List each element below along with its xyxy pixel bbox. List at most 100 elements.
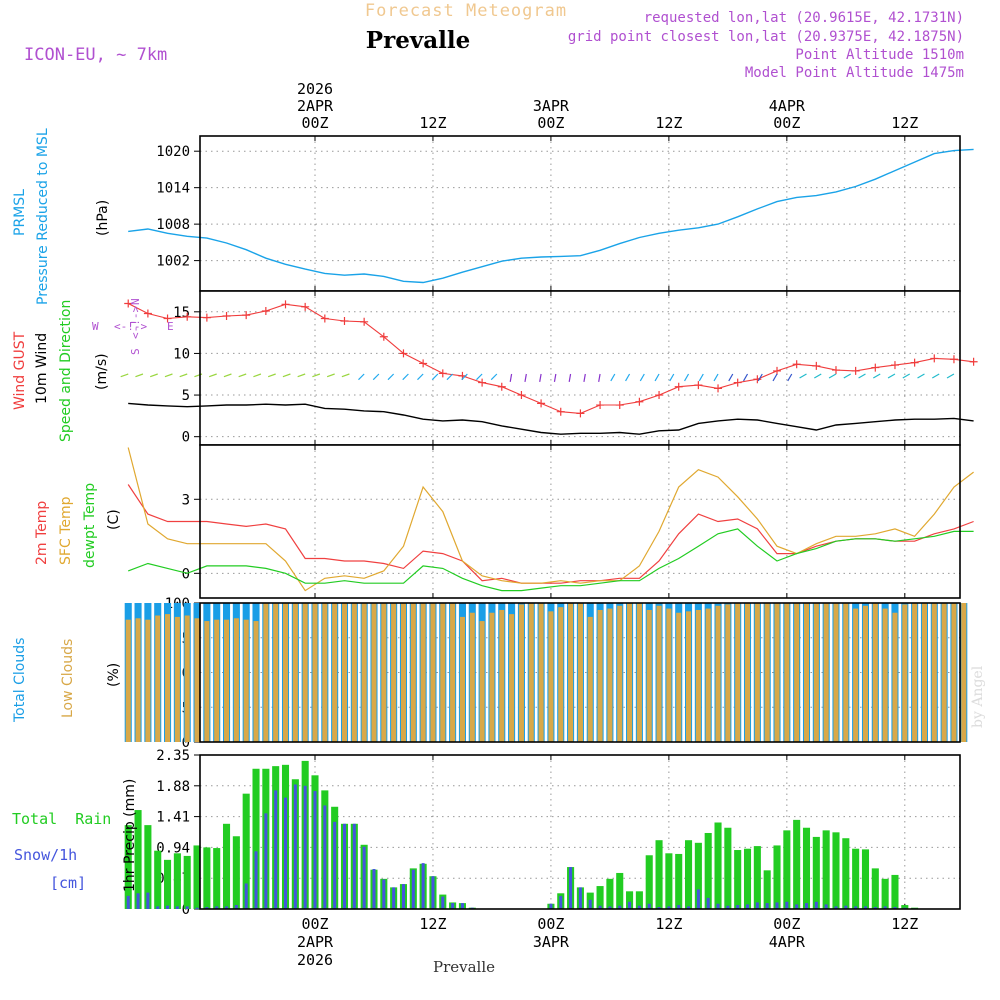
low-cloud-bar bbox=[243, 619, 249, 742]
wind-direction-arrow bbox=[568, 373, 572, 382]
low-cloud-bar bbox=[351, 603, 357, 742]
t2m-label: 2m Temp bbox=[34, 501, 50, 565]
gust-marker bbox=[615, 401, 624, 410]
low-cloud-bar bbox=[902, 604, 908, 742]
low-cloud-bar bbox=[558, 607, 564, 742]
wind-direction-arrow bbox=[387, 373, 395, 381]
snow-bar bbox=[382, 879, 386, 909]
low-cloud-bar bbox=[223, 619, 230, 742]
rain-bar bbox=[802, 827, 811, 909]
y-tick-label: 1014 bbox=[156, 181, 190, 197]
snow-bar bbox=[647, 903, 651, 909]
wind-direction-arrow bbox=[828, 373, 837, 379]
low-cloud-bar bbox=[853, 608, 859, 742]
total-clouds-label: Total Clouds bbox=[12, 638, 28, 723]
rain-bar bbox=[832, 832, 840, 909]
gust-marker bbox=[556, 407, 565, 416]
low-cloud-bar bbox=[862, 605, 869, 742]
rain-bar bbox=[635, 891, 643, 909]
gust-marker bbox=[261, 306, 270, 315]
snow-bar bbox=[333, 821, 337, 909]
low-cloud-bar bbox=[322, 603, 328, 742]
total-rain-label: Total Rain bbox=[12, 810, 111, 828]
low-cloud-bar bbox=[577, 603, 583, 742]
prmsl-desc-label: Pressure Reduced to MSL bbox=[35, 128, 51, 305]
y-tick-label: 0 bbox=[182, 566, 190, 582]
low-cloud-bar bbox=[705, 608, 711, 742]
wind-direction-arrow bbox=[598, 373, 601, 382]
low-cloud-bar bbox=[499, 609, 505, 742]
bottom-time-label: 12Z bbox=[655, 915, 682, 933]
low-cloud-bar bbox=[754, 603, 760, 742]
bottom-time-label: 4APR bbox=[769, 933, 806, 951]
snow-bar bbox=[775, 902, 779, 909]
snow-bar bbox=[795, 904, 799, 909]
rain-bar bbox=[252, 768, 260, 909]
wind-direction-arrow bbox=[223, 373, 232, 378]
direction-label: Speed and Direction bbox=[58, 300, 74, 442]
gust-marker bbox=[281, 300, 290, 309]
rain-bar bbox=[773, 845, 781, 909]
gust-marker bbox=[674, 382, 683, 391]
wind-direction-arrow bbox=[743, 373, 749, 382]
gust-marker bbox=[831, 366, 840, 375]
compass-mid-h: <-!-> bbox=[114, 320, 147, 333]
low-cloud-bar bbox=[882, 608, 888, 742]
gust-marker bbox=[497, 382, 506, 391]
low-cloud-bar bbox=[538, 603, 544, 742]
dew-label: dewpt Temp bbox=[82, 483, 98, 568]
snow-label: Snow/1h bbox=[14, 846, 77, 864]
wind-direction-arrow bbox=[135, 373, 144, 378]
wind-direction-arrow bbox=[372, 373, 380, 381]
cloud-unit: (%) bbox=[106, 663, 122, 687]
low-cloud-bar bbox=[479, 621, 485, 742]
wind-direction-arrow bbox=[282, 373, 291, 378]
top-time-label: 3APR bbox=[533, 97, 570, 115]
low-cloud-bar bbox=[214, 619, 220, 742]
snow-bar bbox=[175, 906, 179, 909]
wind-direction-arrow bbox=[931, 373, 940, 379]
gust-marker bbox=[694, 381, 703, 390]
wind-direction-arrow bbox=[490, 373, 498, 381]
snow-bar bbox=[824, 904, 828, 909]
snow-bar bbox=[805, 903, 808, 909]
rain-bar bbox=[881, 878, 889, 909]
low-cloud-bar bbox=[145, 619, 151, 742]
rain-bar bbox=[222, 823, 231, 909]
low-cloud-bar bbox=[233, 618, 239, 742]
gust-marker bbox=[301, 302, 310, 311]
rain-bar bbox=[665, 853, 673, 909]
wind-label: 10m Wind bbox=[34, 333, 50, 404]
snow-bar bbox=[814, 901, 818, 909]
gust-marker bbox=[222, 311, 231, 320]
bottom-time-label: 00Z bbox=[537, 915, 564, 933]
snow-bar bbox=[362, 846, 366, 909]
wind-direction-arrow bbox=[431, 373, 439, 381]
snow-bar bbox=[637, 905, 641, 909]
low-cloud-bar bbox=[204, 621, 210, 742]
rain-bar bbox=[694, 842, 702, 909]
snow-bar bbox=[225, 906, 229, 909]
low-cloud-bar bbox=[184, 615, 190, 742]
wind-direction-arrow bbox=[238, 373, 247, 378]
gust-marker bbox=[143, 309, 152, 318]
low-cloud-bar bbox=[636, 603, 642, 742]
snow-bar bbox=[618, 905, 622, 909]
rain-bar bbox=[871, 868, 879, 909]
low-cloud-bar bbox=[489, 612, 495, 742]
gust-marker bbox=[242, 311, 251, 320]
wind-direction-arrow bbox=[887, 373, 896, 379]
snow-bar bbox=[264, 813, 268, 909]
y-tick-label: 0 bbox=[182, 735, 190, 751]
low-cloud-bar bbox=[676, 612, 682, 742]
temp-unit: (C) bbox=[106, 509, 122, 530]
snow-bar bbox=[205, 907, 209, 909]
top-time-label: 2APR bbox=[297, 97, 334, 115]
prmsl-label: PRMSL bbox=[12, 189, 28, 236]
snow-bar bbox=[451, 903, 455, 909]
gust-marker bbox=[851, 366, 860, 375]
low-clouds-label: Low Clouds bbox=[60, 639, 76, 718]
